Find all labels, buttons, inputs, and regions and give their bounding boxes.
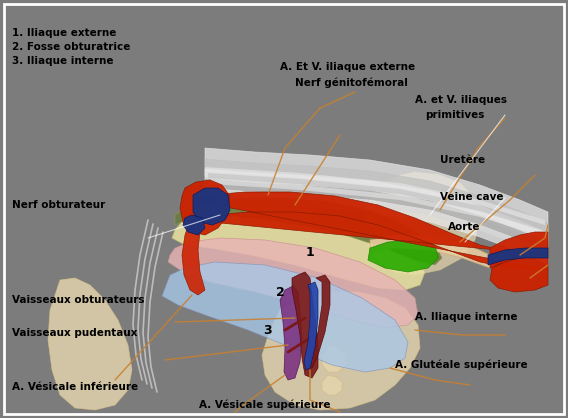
Polygon shape bbox=[172, 205, 425, 290]
Text: A. et V. iliaques: A. et V. iliaques bbox=[415, 95, 507, 105]
Polygon shape bbox=[162, 262, 408, 372]
Text: A. Vésicale supérieure: A. Vésicale supérieure bbox=[199, 400, 331, 410]
Text: 3. Iliaque interne: 3. Iliaque interne bbox=[12, 56, 114, 66]
Polygon shape bbox=[304, 282, 318, 370]
Polygon shape bbox=[490, 232, 548, 268]
Polygon shape bbox=[205, 188, 548, 264]
Text: 3: 3 bbox=[264, 324, 272, 336]
Polygon shape bbox=[211, 179, 545, 237]
Polygon shape bbox=[190, 192, 548, 270]
Text: Nerf obturateur: Nerf obturateur bbox=[12, 200, 105, 210]
Polygon shape bbox=[490, 255, 548, 292]
Text: A. Et V. iliaque externe: A. Et V. iliaque externe bbox=[280, 62, 415, 72]
Polygon shape bbox=[292, 272, 318, 378]
Polygon shape bbox=[168, 238, 418, 328]
Polygon shape bbox=[370, 235, 490, 268]
Polygon shape bbox=[205, 159, 548, 245]
Polygon shape bbox=[205, 169, 548, 251]
Text: A. Glutéale supérieure: A. Glutéale supérieure bbox=[395, 360, 528, 370]
Text: 2: 2 bbox=[275, 285, 285, 298]
Text: Vaisseaux obturateurs: Vaisseaux obturateurs bbox=[12, 295, 144, 305]
Text: 1. Iliaque externe: 1. Iliaque externe bbox=[12, 28, 116, 38]
Text: primitives: primitives bbox=[425, 110, 485, 120]
Polygon shape bbox=[262, 292, 420, 410]
Polygon shape bbox=[180, 180, 230, 235]
Polygon shape bbox=[208, 173, 545, 231]
Polygon shape bbox=[488, 248, 548, 265]
Text: Vaisseaux pudentaux: Vaisseaux pudentaux bbox=[12, 328, 137, 338]
Polygon shape bbox=[308, 275, 330, 368]
Polygon shape bbox=[175, 198, 442, 265]
Text: Nerf génitofémoral: Nerf génitofémoral bbox=[295, 78, 408, 89]
Polygon shape bbox=[205, 148, 548, 240]
Polygon shape bbox=[368, 240, 438, 272]
Text: 2. Fosse obturatrice: 2. Fosse obturatrice bbox=[12, 42, 131, 52]
Text: Veine cave: Veine cave bbox=[440, 192, 503, 202]
Polygon shape bbox=[182, 218, 205, 295]
Polygon shape bbox=[365, 172, 480, 275]
Text: Uretère: Uretère bbox=[440, 155, 485, 165]
Polygon shape bbox=[280, 286, 302, 380]
Text: 1: 1 bbox=[306, 245, 314, 258]
Polygon shape bbox=[193, 188, 230, 225]
Polygon shape bbox=[205, 179, 548, 257]
Polygon shape bbox=[322, 375, 342, 395]
Polygon shape bbox=[183, 215, 205, 235]
Text: A. Iliaque interne: A. Iliaque interne bbox=[415, 312, 517, 322]
Polygon shape bbox=[205, 167, 545, 225]
Text: A. Vésicale inférieure: A. Vésicale inférieure bbox=[12, 382, 138, 392]
Polygon shape bbox=[48, 278, 132, 410]
Text: Aorte: Aorte bbox=[448, 222, 481, 232]
Polygon shape bbox=[322, 345, 346, 372]
